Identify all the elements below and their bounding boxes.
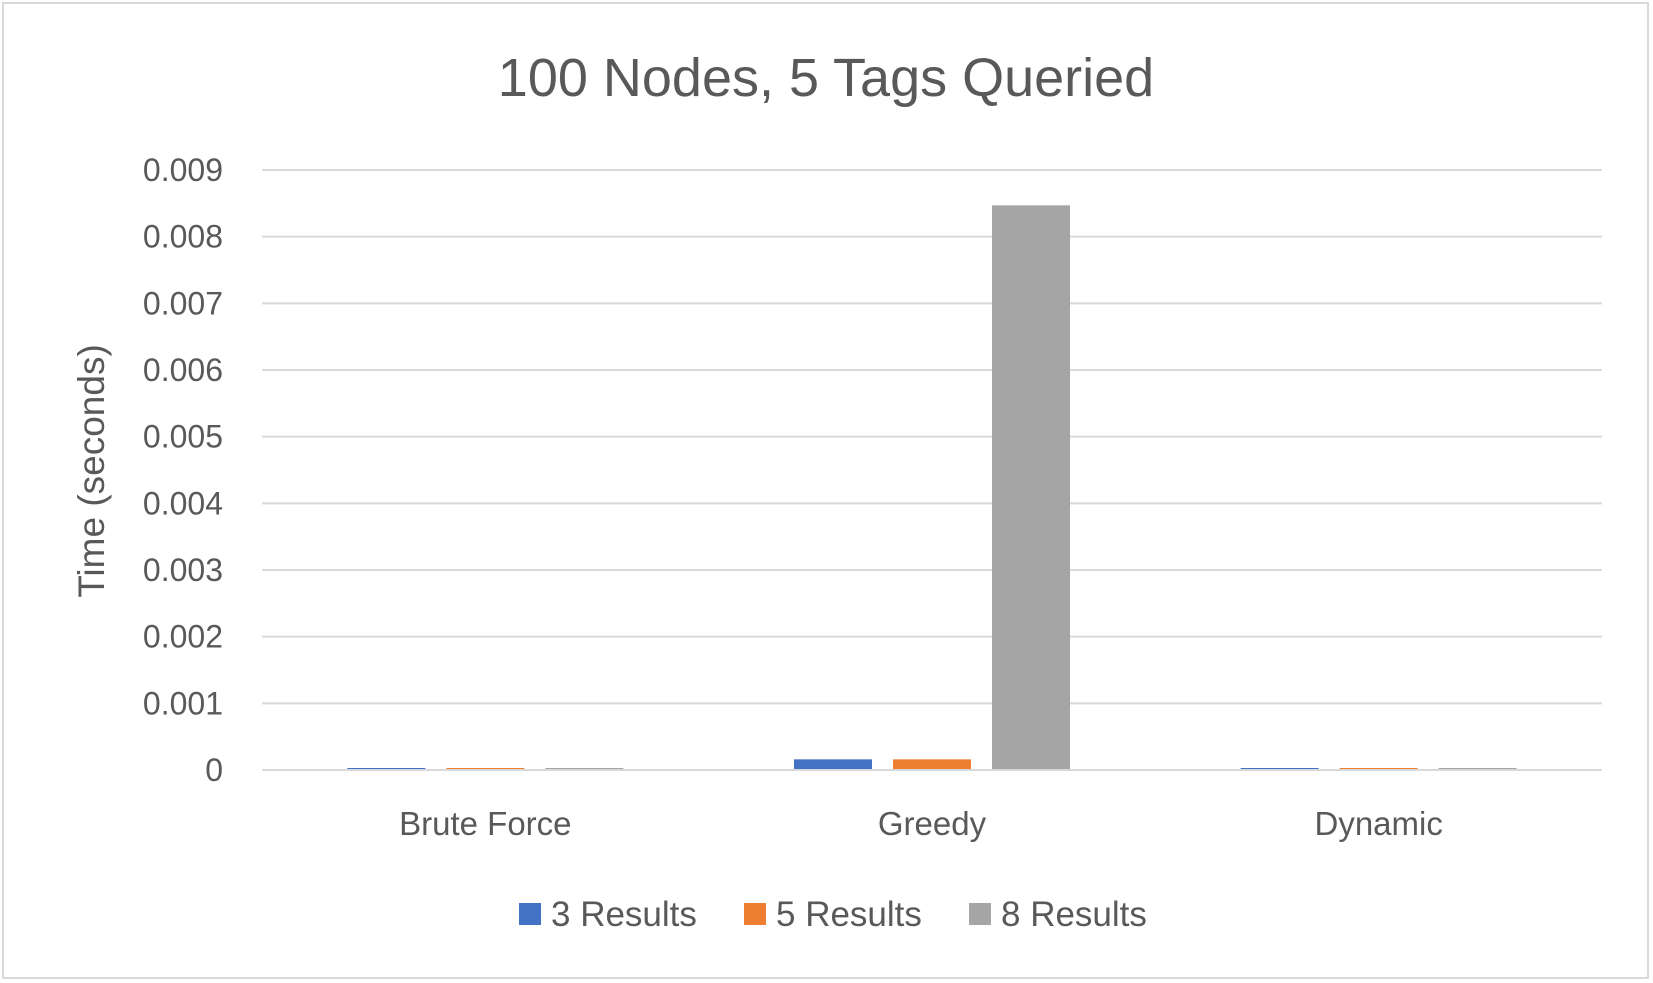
y-axis-ticks: 0 0.001 0.002 0.003 0.004 0.005 0.006 0.007 0.00… [143,152,223,788]
legend-swatch [969,903,991,925]
y-tick-label: 0.008 [143,219,223,255]
bar-1-2 [992,205,1070,771]
legend-label: 3 Results [551,895,697,934]
x-axis-labels: Brute Force Greedy Dynamic [399,805,1443,842]
legend: 3 Results 5 Results 8 Results [519,895,1147,934]
x-category-label: Brute Force [399,805,571,842]
x-category-label: Greedy [878,805,987,842]
y-tick-label: 0.006 [143,352,223,388]
y-tick-label: 0.001 [143,685,223,721]
y-tick-label: 0.009 [143,152,223,188]
chart-title: 100 Nodes, 5 Tags Queried [498,48,1154,108]
legend-label: 8 Results [1001,895,1147,934]
x-category-label: Dynamic [1314,805,1442,842]
y-tick-label: 0.004 [143,485,223,521]
bar-1-1 [893,759,971,770]
bar-1-0 [794,759,872,770]
gridlines [262,169,1602,771]
y-tick-label: 0.002 [143,619,223,655]
y-tick-label: 0.005 [143,419,223,455]
legend-label: 5 Results [776,895,922,934]
y-tick-label: 0.007 [143,285,223,321]
legend-swatch [744,903,766,925]
y-tick-label: 0 [205,752,223,788]
bars [262,205,1602,771]
y-tick-label: 0.003 [143,552,223,588]
legend-swatch [519,903,541,925]
y-axis-title: Time (seconds) [71,344,112,598]
